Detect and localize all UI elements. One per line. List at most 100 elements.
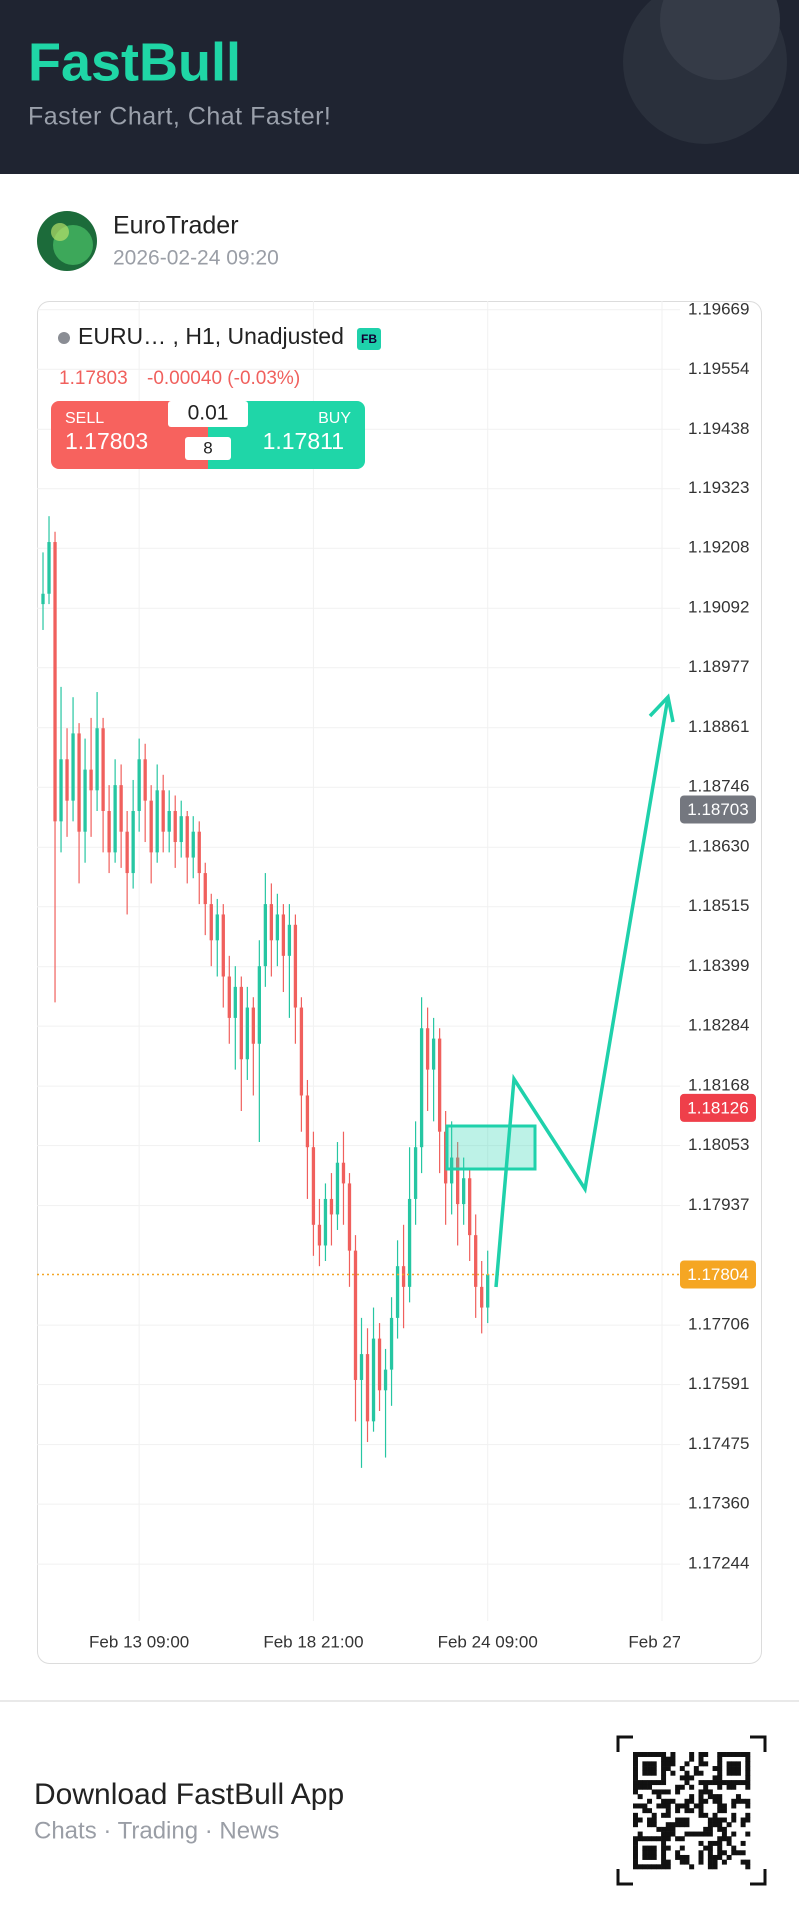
qr-cell: [647, 1770, 653, 1776]
qr-cell: [712, 1780, 718, 1786]
qr-cell: [656, 1794, 662, 1800]
qr-cell: [745, 1803, 751, 1809]
price-tag: [680, 1093, 756, 1122]
qr-cell: [642, 1808, 648, 1814]
qr-cell: [647, 1808, 653, 1814]
qr-cell: [679, 1775, 685, 1781]
author-name[interactable]: EuroTrader: [113, 212, 239, 240]
qr-cell: [661, 1859, 667, 1865]
candle-body: [131, 811, 135, 874]
badge-bg: [357, 328, 381, 350]
price-change: -0.00040 (-0.03%): [147, 368, 300, 389]
qr-cell: [703, 1826, 709, 1832]
qr-cell: [637, 1831, 643, 1837]
price-tags: 1.18703 1.18126 1.17804: [680, 795, 756, 1289]
qr-cell: [647, 1752, 653, 1757]
qr-cell: [740, 1752, 746, 1757]
qr-cell: [717, 1826, 723, 1832]
candle-body: [287, 924, 292, 956]
candle-body: [365, 1354, 370, 1422]
qr-cell: [637, 1784, 643, 1790]
qr-code[interactable]: [616, 1735, 767, 1886]
qr-cell: [675, 1784, 681, 1790]
qr-cell: [721, 1817, 727, 1823]
qr-cell: [703, 1780, 709, 1786]
y-tick-label: 1.18515: [688, 896, 749, 915]
drawn-box: [445, 1124, 537, 1171]
qr-cell: [703, 1761, 709, 1767]
qr-cell: [665, 1845, 671, 1851]
badge: FB: [361, 332, 377, 346]
candle-body: [401, 1266, 406, 1287]
y-tick-label: 1.19669: [688, 299, 749, 318]
qr-cell: [647, 1850, 653, 1856]
candle-body: [486, 1274, 490, 1308]
qr-cell: [731, 1784, 737, 1790]
qr-cell: [684, 1808, 690, 1814]
candle-body: [299, 1007, 304, 1096]
candle-body: [413, 1147, 418, 1199]
qr-cell: [665, 1812, 671, 1818]
qr-cell: [684, 1822, 690, 1828]
qr-cell: [717, 1794, 723, 1800]
candle-body: [371, 1338, 376, 1422]
qr-cell: [661, 1831, 667, 1837]
lot-box[interactable]: [168, 401, 248, 427]
symbol-dot: [58, 332, 70, 344]
qr-cell: [726, 1836, 732, 1842]
plot-area: [37, 516, 680, 1468]
qr-cell: [651, 1752, 657, 1757]
qr-cell: [726, 1780, 732, 1786]
candle-body: [281, 914, 286, 956]
candle-body: [456, 1157, 460, 1205]
y-tick-label: 1.18399: [688, 956, 749, 975]
footer-title[interactable]: Download FastBull App: [34, 1778, 344, 1811]
candle-body: [305, 1095, 310, 1148]
qr-cell: [651, 1812, 657, 1818]
qr-cell: [684, 1831, 690, 1837]
qr-cell: [642, 1752, 648, 1757]
qr-cell: [670, 1752, 676, 1757]
qr-cell: [721, 1826, 727, 1832]
qr-cell: [647, 1817, 653, 1823]
qr-cell: [665, 1803, 671, 1809]
qr-cell: [693, 1766, 699, 1772]
qr-cell: [712, 1812, 718, 1818]
qr-cell: [707, 1826, 713, 1832]
qr-cell: [647, 1854, 653, 1860]
qr-cell: [642, 1780, 648, 1786]
qr-cell: [717, 1780, 723, 1786]
qr-cell: [726, 1840, 732, 1846]
y-tick-label: 1.18977: [688, 657, 749, 676]
qr-cell: [651, 1864, 657, 1870]
qr-cell: [721, 1752, 727, 1757]
qr-cell: [647, 1780, 653, 1786]
qr-cell: [670, 1822, 676, 1828]
qr-cell: [745, 1831, 751, 1837]
qr-cell: [726, 1761, 732, 1767]
qr-cell: [684, 1859, 690, 1865]
qr-cell: [647, 1761, 653, 1767]
qr-cell: [745, 1817, 751, 1823]
qr-cell: [665, 1761, 671, 1767]
qr-cell: [707, 1831, 713, 1837]
candle-body: [468, 1178, 472, 1236]
qr-cell: [731, 1850, 737, 1856]
qr-cell: [670, 1831, 676, 1837]
qr-cell: [647, 1798, 653, 1804]
y-tick-label: 1.19323: [688, 478, 749, 497]
qr-cell: [698, 1752, 704, 1757]
qr-cell: [703, 1812, 709, 1818]
qr-cell: [745, 1784, 751, 1790]
qr-cell: [731, 1798, 737, 1804]
qr-cell: [684, 1854, 690, 1860]
qr-cell: [707, 1789, 713, 1795]
qr-cell: [675, 1850, 681, 1856]
candle-body: [89, 769, 93, 791]
qr-cell: [633, 1836, 638, 1842]
qr-cell: [651, 1822, 657, 1828]
qr-cell: [679, 1836, 685, 1842]
qr-cell: [689, 1775, 695, 1781]
qr-cell: [651, 1850, 657, 1856]
qr-cell: [735, 1850, 741, 1856]
